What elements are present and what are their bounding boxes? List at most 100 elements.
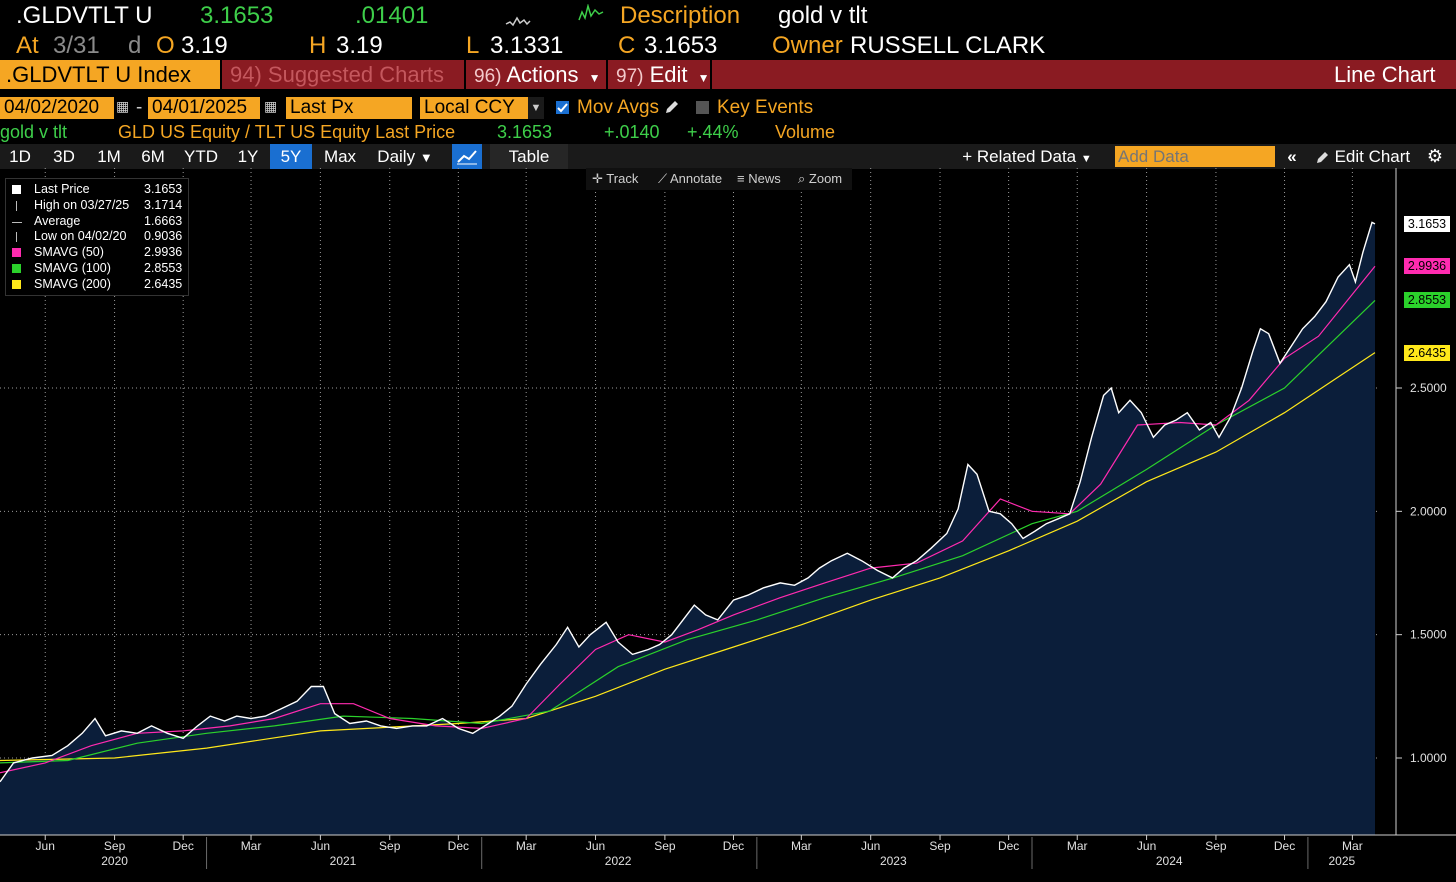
frequency-select[interactable]: Daily ▼ <box>368 144 442 169</box>
plus-icon: + <box>962 147 973 166</box>
x-month-label: Sep <box>654 839 676 853</box>
x-month-label: Sep <box>379 839 401 853</box>
legend-square-marker <box>12 264 21 273</box>
track-label: Track <box>606 171 639 186</box>
pencil-icon <box>1316 152 1328 163</box>
legend-label: Last Price <box>34 182 90 196</box>
y-value-tag: 2.6435 <box>1404 344 1450 361</box>
currency-selector[interactable]: Local CCY ▼ <box>420 97 544 119</box>
close-label: C <box>618 32 636 59</box>
legend-square-marker <box>12 185 21 194</box>
field-selector[interactable]: Last Px <box>286 97 412 119</box>
x-month-label: Mar <box>516 839 537 853</box>
key-events-checkbox[interactable] <box>696 101 709 114</box>
sma200-line <box>0 352 1376 762</box>
gear-icon[interactable]: ⚙ <box>1426 146 1444 166</box>
period-button-1d[interactable]: 1D <box>9 147 31 166</box>
track-tool[interactable]: ✛ Track <box>592 170 638 188</box>
edit-num: 97) <box>616 66 644 87</box>
news-tool[interactable]: ≡ News <box>737 170 781 188</box>
caret-down-icon: ▼ <box>1080 153 1092 165</box>
chart-canvas[interactable]: 1.0000 1.5000 2.0000 2.5000 Jun Sep Dec Mar Jun S… <box>0 168 1456 882</box>
legend-row: Low on 04/02/20 0.9036 <box>6 229 188 245</box>
x-year-label: 2021 <box>330 854 357 868</box>
legend-value: 2.6435 <box>144 276 183 291</box>
open-value: 3.19 <box>181 32 228 59</box>
change-value: .01401 <box>355 2 429 29</box>
y-value-tag: 2.8553 <box>1404 292 1450 309</box>
volume-label: Volume <box>775 122 836 142</box>
news-icon: ≡ <box>737 171 745 186</box>
zoom-tool[interactable]: ⌕ Zoom <box>798 170 842 188</box>
crosshair-icon: ✛ <box>592 171 603 186</box>
annotate-tool[interactable]: ⟋ Annotate <box>658 170 722 188</box>
legend-square-marker <box>12 279 21 289</box>
series-price: 3.1653 <box>497 122 553 142</box>
legend-label: SMAVG (200) <box>34 276 111 291</box>
low-label: L <box>466 32 480 59</box>
legend-avg-marker <box>12 221 22 223</box>
period-button-1y[interactable]: 1Y <box>237 147 259 166</box>
legend-label: Low on 04/02/20 <box>34 229 127 244</box>
x-month-label: Dec <box>448 839 469 853</box>
legend-value: 3.1653 <box>144 182 183 196</box>
x-month-label: Jun <box>586 839 605 853</box>
period-button-3d[interactable]: 3D <box>53 147 75 166</box>
sma100-line <box>0 299 1376 764</box>
close-value: 3.1653 <box>644 32 718 59</box>
key-events-label: Key Events <box>717 97 814 118</box>
related-data-button[interactable]: + Related Data ▼ <box>952 144 1102 169</box>
suggested-charts-menu[interactable]: 94) Suggested Charts ▼ <box>224 60 466 114</box>
menu-bar: .GLDVTLT U Index 94) Suggested Charts ▼ … <box>0 60 1456 114</box>
high-label: H <box>309 32 327 59</box>
y-value-tag: 2.9936 <box>1404 258 1450 275</box>
suggested-charts-label: 94) Suggested Charts <box>230 62 445 87</box>
x-month-label: Sep <box>1205 839 1227 853</box>
edit-menu[interactable]: 97) Edit ▼ <box>610 60 714 89</box>
end-date-field[interactable]: 04/01/2025 <box>148 97 260 119</box>
x-month-label: Jun <box>861 839 880 853</box>
high-value: 3.19 <box>336 32 383 59</box>
table-button[interactable]: Table <box>490 144 568 169</box>
ticker: .GLDVTLT U <box>16 2 153 29</box>
y-value-tag: 3.1653 <box>1404 215 1450 232</box>
pencil-icon[interactable] <box>664 99 680 115</box>
actions-menu[interactable]: 96) Actions ▼ <box>468 60 610 89</box>
x-month-label: Jun <box>1137 839 1156 853</box>
caret-down-icon: ▼ <box>419 150 433 165</box>
x-month-label: Mar <box>1067 839 1088 853</box>
description-value: gold v tlt <box>778 2 868 29</box>
period-button-ytd[interactable]: YTD <box>184 147 218 166</box>
at-label: At <box>16 32 39 59</box>
period-button-1m[interactable]: 1M <box>97 147 121 166</box>
start-date-field[interactable]: 04/02/2020 <box>0 97 114 119</box>
x-month-label: Jun <box>311 839 330 853</box>
legend-row: SMAVG (100) 2.8553 <box>6 261 188 277</box>
collapse-double-chevron-icon[interactable]: « <box>1287 147 1297 166</box>
annotate-icon: ⟋ <box>658 171 668 186</box>
zoom-label: Zoom <box>808 171 843 186</box>
x-year-label: 2023 <box>880 854 907 868</box>
series-pct: +.44% <box>687 122 739 142</box>
mov-avgs-checkbox[interactable] <box>556 101 569 114</box>
legend-value: 2.9936 <box>144 245 183 260</box>
add-data-input[interactable] <box>1115 146 1275 167</box>
chart-type-label: Line Chart <box>1334 62 1436 87</box>
x-year-label: 2022 <box>605 854 632 868</box>
x-month-label: Sep <box>104 839 126 853</box>
calendar-icon[interactable]: ▦ <box>116 98 130 114</box>
period-button-6m[interactable]: 6M <box>141 147 165 166</box>
line-chart-toggle[interactable] <box>452 144 482 169</box>
description-label: Description <box>620 2 741 29</box>
period-button-5y[interactable]: 5Y <box>270 144 312 169</box>
legend-label: High on 03/27/25 <box>34 197 130 212</box>
related-data-label: Related Data <box>976 147 1077 166</box>
edit-chart-button[interactable]: Edit Chart <box>1308 144 1418 169</box>
x-year-label: 2025 <box>1328 854 1355 868</box>
sparkline-white-icon <box>505 16 531 27</box>
calendar-icon[interactable]: ▦ <box>264 98 278 114</box>
last-value: 3.1653 <box>200 2 274 29</box>
period-button-max[interactable]: Max <box>323 147 357 166</box>
series-name: gold v tlt <box>0 122 68 142</box>
security-index-field[interactable]: .GLDVTLT U Index <box>0 60 220 89</box>
